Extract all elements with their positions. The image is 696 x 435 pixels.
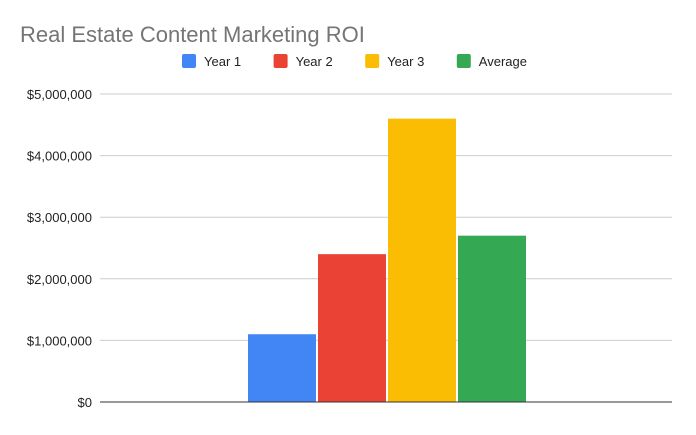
y-tick-label: $2,000,000 (27, 272, 92, 287)
y-tick-label: $0 (78, 395, 92, 410)
legend-label: Year 2 (296, 54, 333, 69)
bar-year-3 (388, 118, 456, 402)
legend-item: Year 1 (182, 54, 241, 69)
y-tick-label: $1,000,000 (27, 333, 92, 348)
y-tick-label: $5,000,000 (27, 87, 92, 102)
legend-swatch (273, 54, 288, 68)
legend-label: Year 1 (204, 54, 241, 69)
legend-label: Year 3 (387, 54, 424, 69)
legend-item: Year 2 (273, 54, 333, 69)
bar-average (458, 235, 526, 402)
gridlines (100, 93, 672, 341)
legend-swatch (456, 54, 471, 68)
legend-swatch (182, 54, 196, 68)
y-tick-label: $3,000,000 (27, 210, 92, 225)
y-axis: $0 $1,000,000 $2,000,000 $3,000,000 $4,000,0… (27, 87, 92, 410)
bar-year-2 (318, 254, 386, 402)
legend-item: Year 3 (365, 54, 424, 69)
legend-item: Average (456, 54, 527, 69)
bars (248, 118, 526, 402)
legend-label: Average (479, 54, 527, 69)
legend-swatch (365, 54, 380, 68)
legend: Year 1 Year 2 Year 3 Average (182, 54, 527, 69)
bar-year-1 (248, 334, 316, 402)
chart-title: Real Estate Content Marketing ROI (20, 22, 365, 47)
y-tick-label: $4,000,000 (27, 149, 92, 164)
